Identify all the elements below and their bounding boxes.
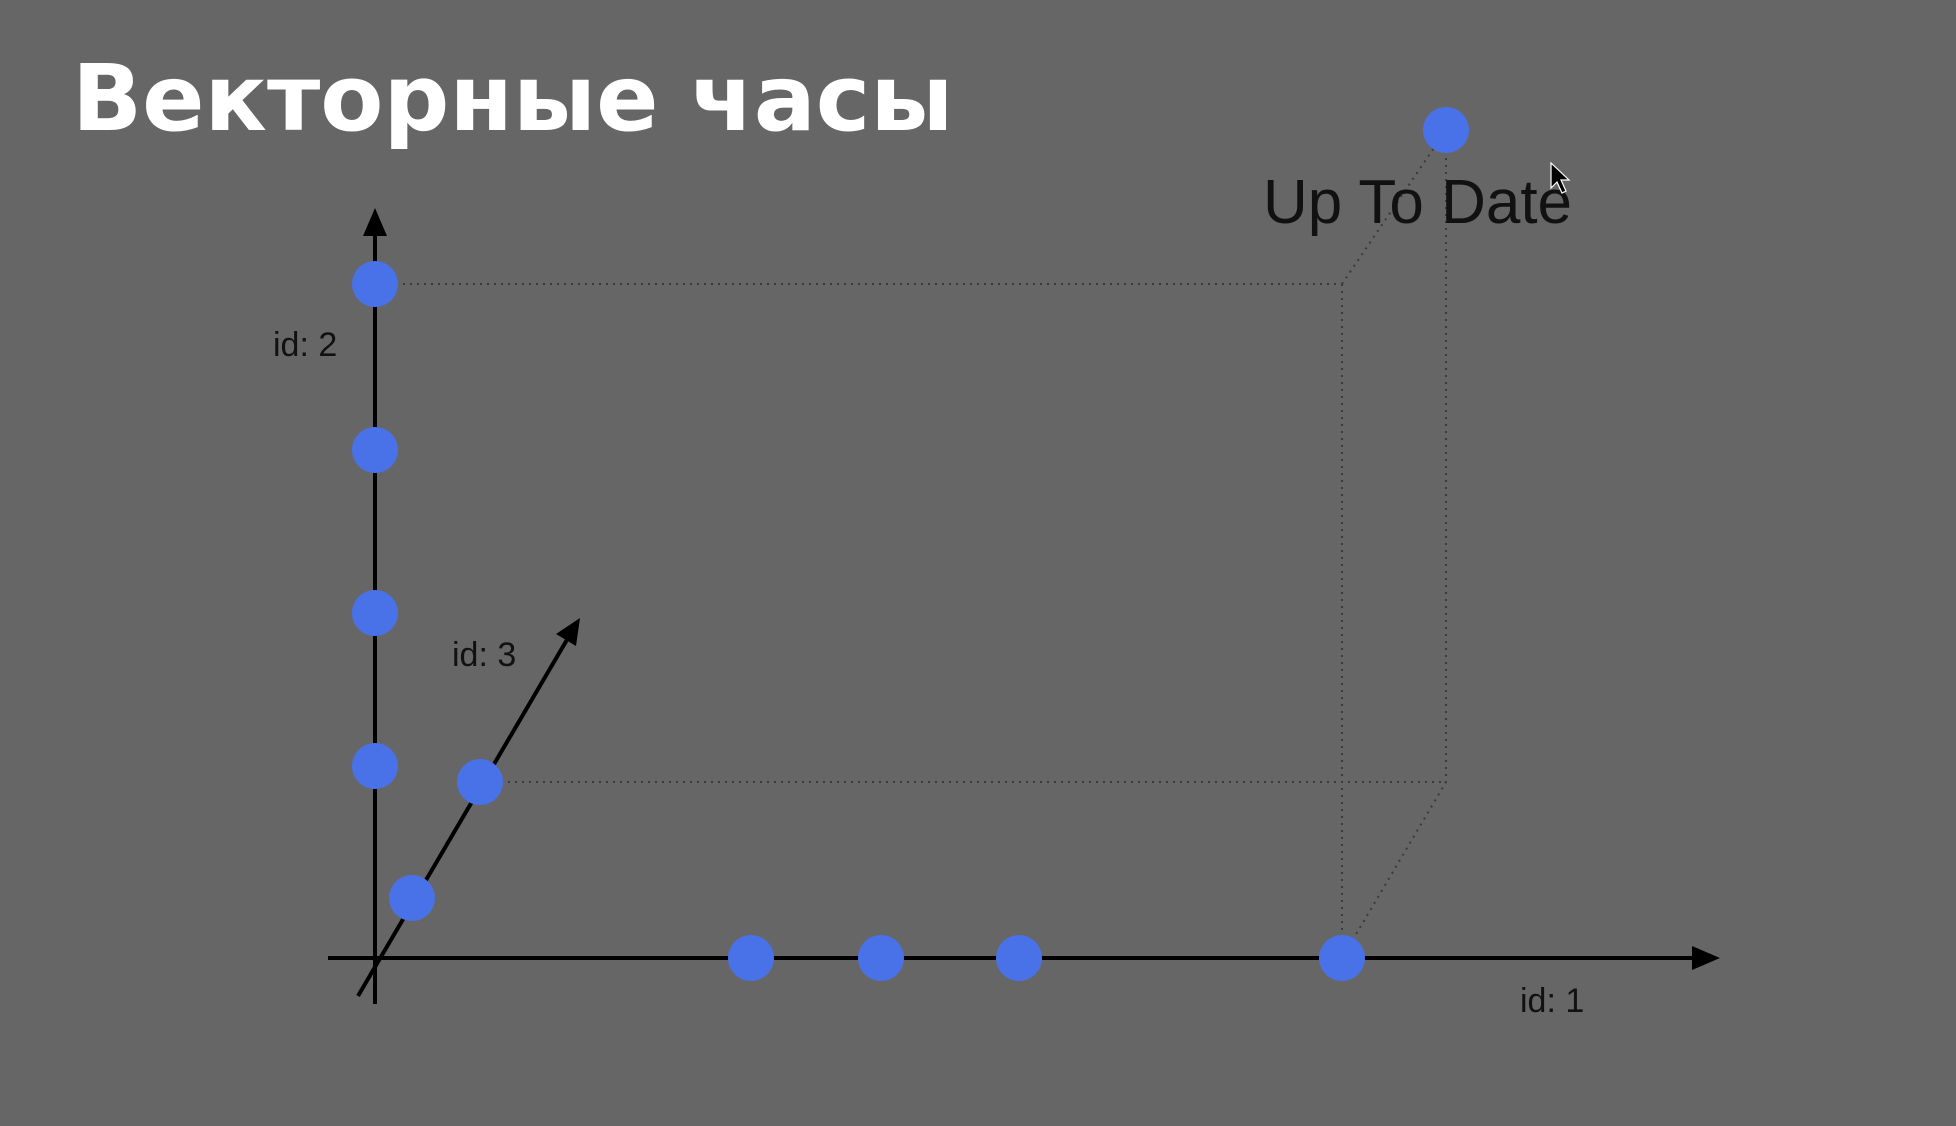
slide-title: Векторные часы xyxy=(72,45,954,152)
up-to-date-label: Up To Date xyxy=(1263,168,1572,237)
event-dot-y-4 xyxy=(352,743,398,789)
axis-z-arrowhead xyxy=(556,618,580,646)
mouse-cursor-icon xyxy=(1550,161,1571,194)
axis-x-arrowhead xyxy=(1692,946,1720,970)
event-dot-y-1 xyxy=(352,261,398,307)
axis-y-arrowhead xyxy=(363,208,387,236)
axis-y-label: id: 2 xyxy=(273,326,337,364)
guide-bottom-diagonal xyxy=(1341,781,1447,959)
event-dot-z-2 xyxy=(457,759,503,805)
axis-z-label: id: 3 xyxy=(452,636,516,674)
event-dot-y-2 xyxy=(352,427,398,473)
up-to-date-dot xyxy=(1423,107,1469,153)
axis-x-label: id: 1 xyxy=(1520,982,1584,1020)
event-dot-x-4 xyxy=(1319,935,1365,981)
event-dot-x-1 xyxy=(728,935,774,981)
event-dot-x-2 xyxy=(858,935,904,981)
event-dot-z-1 xyxy=(389,875,435,921)
guide-top-diagonal xyxy=(1341,129,1447,285)
event-dot-y-3 xyxy=(352,590,398,636)
axis-z-line xyxy=(356,636,570,998)
event-dot-x-3 xyxy=(996,935,1042,981)
